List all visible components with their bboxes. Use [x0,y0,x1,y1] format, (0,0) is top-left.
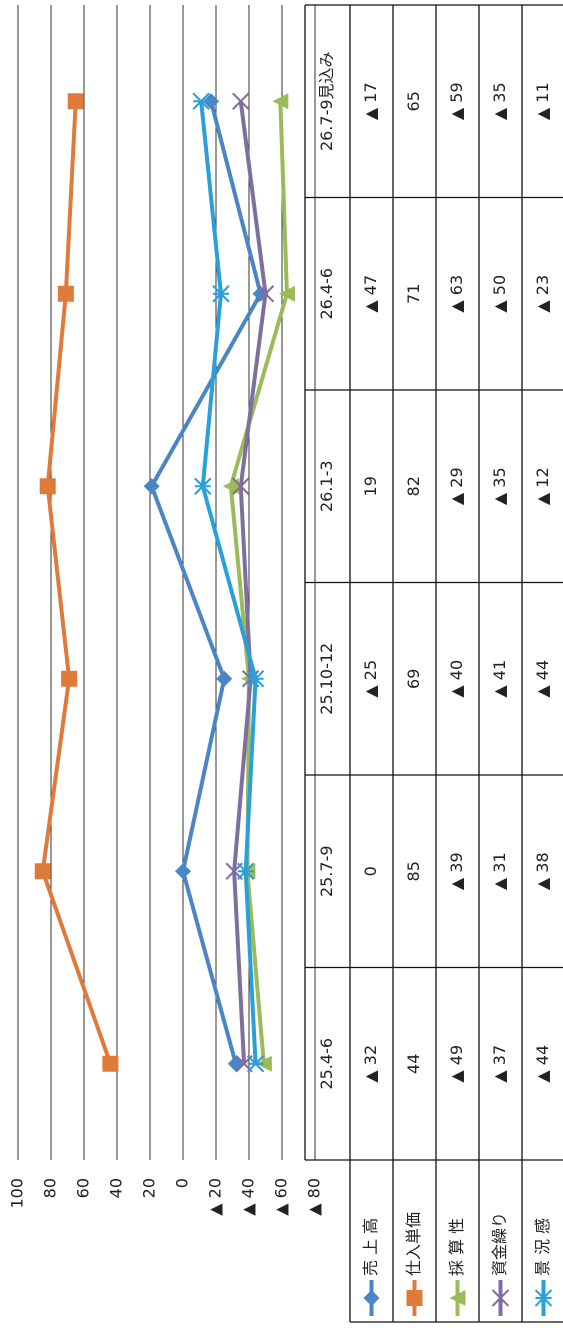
table-cell: 82 [404,476,423,496]
marker [192,92,210,110]
y-tick-label: 40 [107,1178,126,1198]
legend-marker [534,1289,553,1307]
table-cell: ▲ 12 [533,467,552,505]
x-tick-label: 25.7-9 [317,845,336,897]
marker [222,478,239,495]
table-cell: 0 [361,866,380,876]
table-cell: ▲ 35 [490,467,509,505]
x-tick-label: 26.1-3 [317,460,336,512]
marker [227,1055,244,1072]
marker [236,862,255,880]
table-cell: 65 [404,91,423,111]
marker [203,93,220,110]
legend-marker [449,1290,466,1306]
table-cell: ▲ 49 [447,1045,466,1083]
marker [175,863,191,880]
y-tick-label: 60 [74,1178,93,1198]
table-cell: ▲ 40 [447,660,466,698]
x-tick-label: 26.7-9見込み [317,51,336,151]
marker [61,670,78,687]
y-tick-label: ▲ 80 [305,1178,324,1216]
series-line [232,100,268,1064]
marker [67,93,84,110]
y-tick-label: 20 [140,1178,159,1198]
x-tick-label: 26.4-6 [317,268,336,320]
marker [143,478,160,495]
marker [232,477,250,495]
legend-label: 採 算 性 [447,1218,466,1276]
table-cell: ▲ 44 [533,660,552,698]
table-cell: ▲ 63 [447,275,466,313]
rotated-chart: 100 80 60 40 20 0 ▲ 20 ▲ 40 ▲ 60 ▲ 80 25.4-6 25.7-9… [8,4,563,1323]
marker [232,92,250,110]
marker [39,478,56,495]
marker [246,670,265,688]
marker [102,1055,119,1072]
table-cell: 19 [361,476,380,496]
series-line [40,101,113,1065]
y-tick-label: ▲ 20 [206,1178,225,1216]
table-cell: ▲ 38 [533,852,552,890]
table-cell: ▲ 11 [533,82,552,120]
y-tick-label: ▲ 60 [272,1178,291,1216]
marker [278,285,295,302]
table-cell: ▲ 25 [361,660,380,698]
table-cell: ▲ 32 [361,1045,380,1083]
legend-label: 売 上 高 [361,1218,380,1276]
marker [246,1055,265,1073]
legend-marker [363,1290,380,1306]
table-cell: ▲ 50 [490,275,509,313]
table-cell: 69 [404,669,423,689]
legend-marker [491,1289,510,1307]
marker [255,1055,272,1072]
table-cell: ▲ 17 [361,82,380,120]
legend-label: 仕入単価 [404,1212,423,1276]
marker [272,93,289,110]
table-cell: ▲ 44 [533,1045,552,1083]
table-cell: ▲ 47 [361,275,380,313]
legend-marker [406,1290,423,1306]
table-cell: ▲ 39 [447,852,466,890]
series-line [149,100,263,1065]
x-tick-label: 25.4-6 [317,1038,336,1090]
marker [34,863,51,880]
table-cell: ▲ 41 [490,660,509,698]
table-cell: 44 [404,1054,423,1074]
marker [212,285,230,303]
legend-label: 景 況 感 [533,1218,552,1276]
table-cell: ▲ 23 [533,275,552,313]
series-line [228,101,289,1064]
marker [194,477,212,495]
y-tick-label: 0 [173,1178,192,1188]
legend-label: 資金繰り [490,1212,509,1276]
table-cell: 85 [404,861,423,881]
table-cell: ▲ 59 [447,82,466,120]
table-cell: ▲ 31 [490,852,509,890]
y-tick-label: 100 [8,1178,27,1209]
marker [216,670,233,687]
x-tick-label: 25.10-12 [317,643,336,715]
y-tick-label: 80 [41,1178,60,1198]
y-tick-label: ▲ 40 [239,1178,258,1216]
table-cell: 71 [404,284,423,304]
table-cell: ▲ 37 [490,1045,509,1083]
table-cell: ▲ 29 [447,467,466,505]
series-line [199,101,258,1064]
marker [57,285,74,302]
marker [256,285,275,303]
table-cell: ▲ 35 [490,82,509,120]
